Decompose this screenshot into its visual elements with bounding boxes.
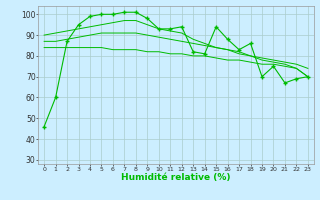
X-axis label: Humidité relative (%): Humidité relative (%) [121, 173, 231, 182]
